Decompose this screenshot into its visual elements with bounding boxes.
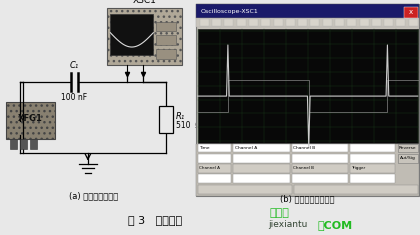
FancyBboxPatch shape (224, 19, 234, 26)
FancyBboxPatch shape (197, 164, 231, 173)
FancyBboxPatch shape (197, 4, 419, 196)
FancyBboxPatch shape (30, 139, 37, 149)
FancyBboxPatch shape (350, 154, 395, 163)
Text: 接线图: 接线图 (270, 208, 290, 218)
FancyBboxPatch shape (292, 174, 348, 183)
FancyBboxPatch shape (286, 19, 295, 26)
FancyBboxPatch shape (156, 23, 176, 31)
Text: jiexiantu: jiexiantu (268, 220, 307, 229)
FancyBboxPatch shape (20, 139, 27, 149)
FancyBboxPatch shape (372, 19, 381, 26)
FancyBboxPatch shape (335, 19, 344, 26)
FancyBboxPatch shape (298, 19, 307, 26)
FancyBboxPatch shape (10, 139, 17, 149)
Text: Trigger: Trigger (352, 166, 366, 170)
FancyBboxPatch shape (234, 154, 290, 163)
FancyBboxPatch shape (397, 144, 418, 152)
FancyBboxPatch shape (350, 164, 395, 173)
FancyBboxPatch shape (197, 174, 231, 183)
FancyBboxPatch shape (360, 19, 369, 26)
Text: x: x (409, 9, 413, 15)
FancyBboxPatch shape (234, 144, 290, 152)
FancyBboxPatch shape (197, 29, 418, 143)
Text: Channel A: Channel A (199, 166, 220, 170)
FancyBboxPatch shape (404, 7, 418, 18)
FancyBboxPatch shape (108, 8, 181, 65)
FancyBboxPatch shape (212, 19, 221, 26)
Text: Reverse: Reverse (399, 146, 417, 150)
FancyBboxPatch shape (409, 19, 418, 26)
FancyBboxPatch shape (261, 19, 270, 26)
FancyBboxPatch shape (273, 19, 283, 26)
FancyBboxPatch shape (159, 106, 173, 133)
Text: (b) 微分电路仿真结果: (b) 微分电路仿真结果 (281, 194, 335, 204)
FancyBboxPatch shape (249, 19, 258, 26)
Text: Time: Time (199, 146, 209, 150)
FancyBboxPatch shape (197, 144, 419, 196)
Text: Channel B: Channel B (293, 146, 315, 150)
FancyBboxPatch shape (323, 19, 332, 26)
FancyBboxPatch shape (197, 154, 231, 163)
FancyBboxPatch shape (197, 185, 292, 194)
Text: Channel A: Channel A (235, 146, 257, 150)
FancyBboxPatch shape (237, 19, 246, 26)
FancyBboxPatch shape (310, 19, 320, 26)
FancyBboxPatch shape (350, 174, 395, 183)
FancyBboxPatch shape (397, 154, 418, 163)
Text: ．COM: ．COM (318, 220, 353, 230)
FancyBboxPatch shape (200, 19, 209, 26)
FancyBboxPatch shape (384, 19, 393, 26)
FancyBboxPatch shape (347, 19, 356, 26)
FancyBboxPatch shape (292, 154, 348, 163)
FancyBboxPatch shape (396, 19, 405, 26)
FancyBboxPatch shape (156, 49, 176, 59)
Text: 100 nF: 100 nF (61, 93, 87, 102)
FancyBboxPatch shape (294, 185, 418, 194)
FancyBboxPatch shape (197, 4, 419, 18)
Text: R₁: R₁ (176, 112, 185, 121)
FancyBboxPatch shape (197, 18, 419, 27)
FancyBboxPatch shape (292, 164, 348, 173)
FancyBboxPatch shape (234, 174, 290, 183)
FancyBboxPatch shape (197, 144, 231, 152)
Text: (a) 微分电路仿真图: (a) 微分电路仿真图 (69, 192, 118, 201)
FancyBboxPatch shape (110, 14, 153, 55)
Text: Channel B: Channel B (293, 166, 314, 170)
Text: C₁: C₁ (70, 61, 79, 70)
Text: 图 3   微分电路: 图 3 微分电路 (128, 215, 182, 225)
Text: XSC1: XSC1 (133, 0, 157, 5)
Text: Oscilloscope-XSC1: Oscilloscope-XSC1 (201, 9, 259, 14)
FancyBboxPatch shape (156, 35, 176, 45)
FancyBboxPatch shape (234, 164, 290, 173)
Text: XFG1: XFG1 (18, 114, 43, 123)
Text: Aut/Sig: Aut/Sig (400, 156, 415, 160)
FancyBboxPatch shape (292, 144, 348, 152)
FancyBboxPatch shape (6, 102, 55, 139)
FancyBboxPatch shape (350, 144, 395, 152)
Text: 510  Ω: 510 Ω (176, 121, 201, 130)
